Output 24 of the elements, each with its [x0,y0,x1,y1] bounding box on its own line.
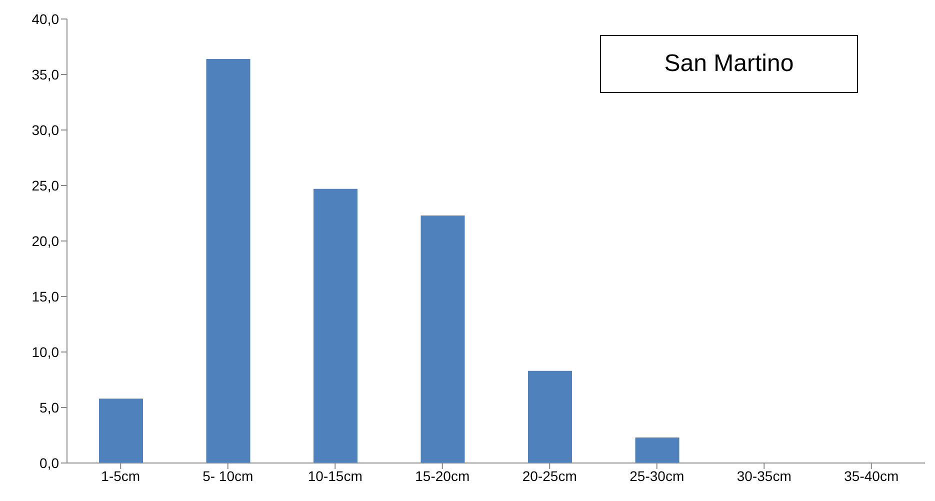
x-tick-label: 1-5cm [101,468,140,484]
y-tick-label: 20,0 [32,232,60,249]
x-tick-label: 30-35cm [736,468,792,484]
y-tick-label: 15,0 [32,288,60,304]
y-tick-label: 40,0 [32,10,60,27]
x-tick-label: 15-20cm [415,468,470,484]
y-tick-label: 10,0 [32,344,60,360]
y-tick-label: 5,0 [40,399,60,416]
bar [99,398,143,463]
bar [528,370,572,463]
x-tick-label: 25-30cm [630,468,684,484]
x-tick-label: 20-25cm [522,468,577,484]
bar [206,58,250,463]
bar [635,437,680,463]
x-tick-label: 35-40cm [844,468,899,484]
bar [314,188,358,463]
bar [420,215,465,463]
text: San Martino [664,50,794,78]
y-tick-label: 0,0 [40,454,60,471]
y-tick-label: 30,0 [32,122,60,138]
y-tick-label: 35,0 [32,66,60,82]
y-tick-label: 25,0 [32,177,60,194]
x-tick-label: 10-15cm [308,468,362,484]
x-tick-label: 5- 10cm [202,468,254,484]
